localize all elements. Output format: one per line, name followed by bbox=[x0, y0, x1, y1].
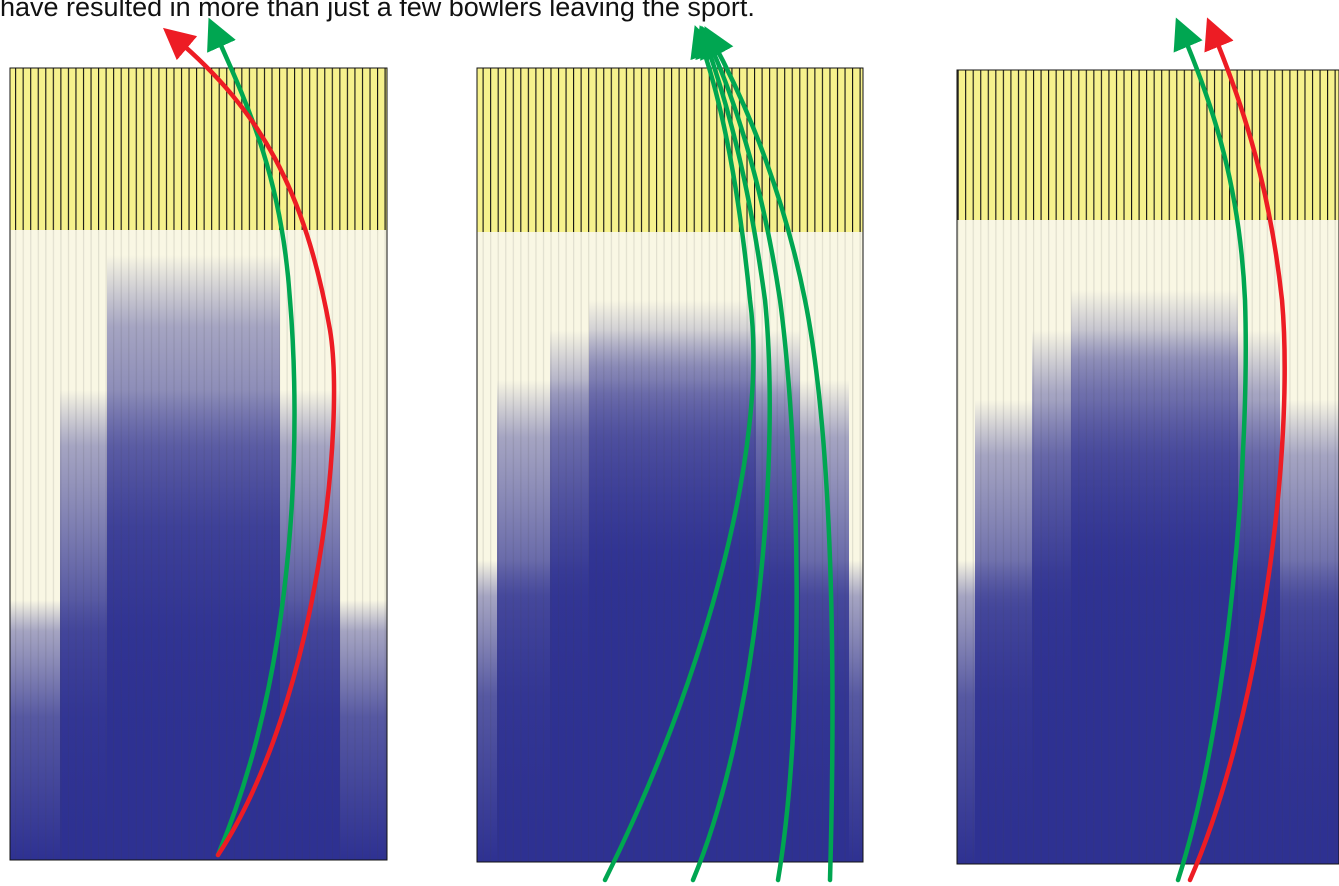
ball-paths bbox=[162, 17, 1287, 883]
red-path bbox=[1187, 17, 1287, 883]
green-path bbox=[602, 25, 756, 883]
boards bbox=[10, 230, 387, 860]
lane-border bbox=[9, 67, 388, 861]
caption: have resulted in more than just a few bo… bbox=[0, 0, 755, 22]
lane-border bbox=[476, 67, 864, 863]
green-path bbox=[1173, 17, 1248, 883]
green-path bbox=[704, 26, 835, 883]
boards bbox=[957, 70, 1339, 220]
red-path bbox=[162, 27, 337, 858]
boards bbox=[10, 68, 387, 230]
boards bbox=[477, 68, 863, 232]
green-path bbox=[690, 25, 772, 883]
green-path bbox=[700, 25, 799, 883]
lane-2 bbox=[476, 67, 864, 863]
lane-border bbox=[956, 69, 1339, 865]
boards bbox=[477, 232, 863, 862]
lane-3 bbox=[956, 69, 1339, 865]
